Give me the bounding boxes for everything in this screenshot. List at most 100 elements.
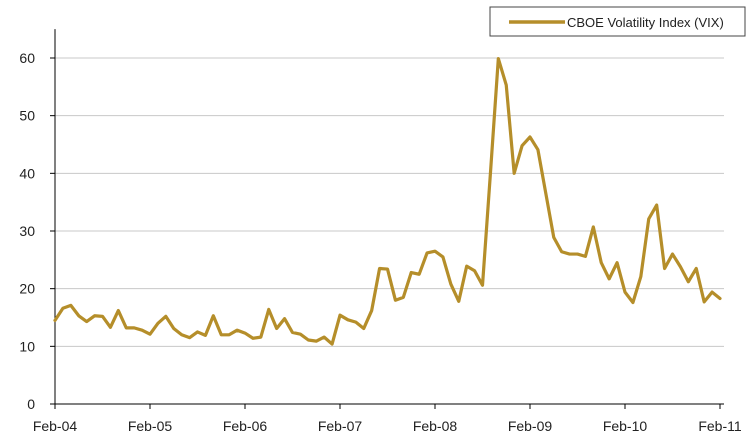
data-point bbox=[576, 253, 579, 256]
data-point bbox=[497, 57, 500, 60]
data-point bbox=[624, 291, 627, 294]
legend: CBOE Volatility Index (VIX) bbox=[489, 6, 746, 37]
data-point bbox=[180, 333, 183, 336]
data-point bbox=[93, 314, 96, 317]
data-point bbox=[386, 268, 389, 271]
x-tick-label: Feb-08 bbox=[413, 418, 458, 434]
legend-label: CBOE Volatility Index (VIX) bbox=[567, 15, 724, 30]
data-point bbox=[584, 255, 587, 258]
series-line-vix bbox=[53, 56, 722, 346]
y-tick-label: 60 bbox=[19, 50, 35, 66]
data-point bbox=[354, 321, 357, 324]
data-point bbox=[212, 314, 215, 317]
data-point bbox=[568, 253, 571, 256]
data-point bbox=[489, 172, 492, 175]
data-point bbox=[220, 333, 223, 336]
y-tick-label: 40 bbox=[19, 165, 35, 181]
data-point bbox=[370, 309, 373, 312]
data-point bbox=[331, 343, 334, 346]
data-point bbox=[149, 333, 152, 336]
data-point bbox=[434, 250, 437, 253]
data-point bbox=[481, 284, 484, 287]
data-point bbox=[616, 261, 619, 264]
data-point bbox=[719, 297, 722, 300]
data-point bbox=[529, 136, 532, 139]
x-tick-label: Feb-05 bbox=[128, 418, 173, 434]
data-point bbox=[141, 329, 144, 332]
data-point bbox=[77, 314, 80, 317]
data-point bbox=[632, 301, 635, 304]
data-point bbox=[687, 280, 690, 283]
data-point bbox=[418, 273, 421, 276]
data-point bbox=[307, 339, 310, 342]
data-point bbox=[85, 320, 88, 323]
data-point bbox=[513, 172, 516, 175]
data-point bbox=[188, 336, 191, 339]
data-point bbox=[457, 300, 460, 303]
data-point bbox=[695, 267, 698, 270]
data-point bbox=[410, 271, 413, 274]
data-point bbox=[647, 217, 650, 220]
y-tick-label: 20 bbox=[19, 281, 35, 297]
data-point bbox=[267, 308, 270, 311]
data-point bbox=[244, 332, 247, 335]
data-point bbox=[655, 204, 658, 207]
data-point bbox=[663, 267, 666, 270]
data-point bbox=[671, 253, 674, 256]
data-point bbox=[125, 326, 128, 329]
data-point bbox=[101, 315, 104, 318]
data-point bbox=[62, 307, 65, 310]
x-tick-label: Feb-11 bbox=[698, 418, 742, 434]
grid-lines bbox=[55, 57, 724, 347]
data-point bbox=[679, 265, 682, 268]
data-point bbox=[291, 331, 294, 334]
data-point bbox=[465, 265, 468, 268]
data-point bbox=[283, 317, 286, 320]
data-point bbox=[109, 326, 112, 329]
data-point bbox=[117, 309, 120, 312]
data-point bbox=[449, 283, 452, 286]
data-point bbox=[236, 329, 239, 332]
y-tick-label: 50 bbox=[19, 108, 35, 124]
data-point bbox=[711, 291, 714, 294]
data-point bbox=[537, 148, 540, 151]
data-point bbox=[426, 252, 429, 255]
data-point bbox=[259, 336, 262, 339]
x-tick-label: Feb-04 bbox=[33, 418, 78, 434]
x-tick-label: Feb-06 bbox=[223, 418, 268, 434]
data-point bbox=[133, 326, 136, 329]
data-point bbox=[347, 318, 350, 321]
data-point bbox=[505, 84, 508, 87]
data-point bbox=[299, 333, 302, 336]
data-point bbox=[323, 336, 326, 339]
data-point bbox=[600, 261, 603, 264]
data-point bbox=[378, 267, 381, 270]
axes: 0 10 20 30 40 50 60 Feb-04 Feb-05 Feb-06 Feb-07 Feb… bbox=[19, 29, 742, 434]
data-point bbox=[592, 226, 595, 229]
x-tick-label: Feb-09 bbox=[508, 418, 553, 434]
data-point bbox=[54, 319, 57, 322]
data-point bbox=[228, 333, 231, 336]
data-point bbox=[315, 340, 318, 343]
data-point bbox=[473, 269, 476, 272]
data-point bbox=[157, 322, 160, 325]
data-point bbox=[402, 296, 405, 299]
data-point bbox=[552, 236, 555, 239]
data-point bbox=[252, 337, 255, 340]
data-point bbox=[442, 256, 445, 259]
data-point bbox=[172, 327, 175, 330]
data-point bbox=[339, 314, 342, 317]
x-tick-label: Feb-10 bbox=[603, 418, 648, 434]
y-tick-label: 10 bbox=[19, 338, 35, 354]
data-point bbox=[164, 315, 167, 318]
x-tick-label: Feb-07 bbox=[318, 418, 363, 434]
data-point bbox=[521, 144, 524, 147]
data-point bbox=[544, 192, 547, 195]
data-point bbox=[362, 327, 365, 330]
y-tick-label: 0 bbox=[27, 396, 35, 412]
data-point bbox=[69, 304, 72, 307]
data-point bbox=[204, 334, 207, 337]
data-point bbox=[560, 250, 563, 253]
